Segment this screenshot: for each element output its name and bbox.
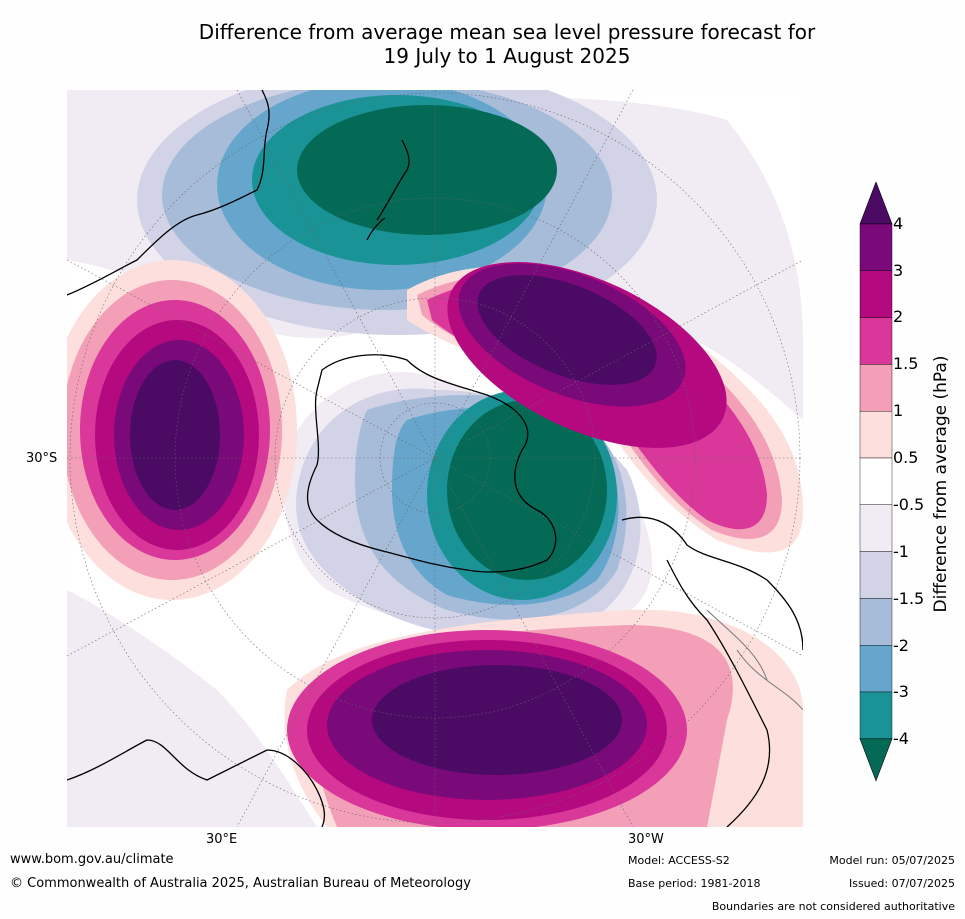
colorbar-tick-1: 1 (893, 401, 904, 420)
colorbar-segment (859, 504, 893, 552)
latitude-label-30s: 30°S (26, 451, 58, 466)
colorbar-segment (859, 270, 893, 318)
colorbar-tick-3: 3 (893, 261, 904, 280)
map-svg (67, 90, 803, 827)
colorbar-tick-4: 4 (893, 214, 904, 233)
colorbar-segment (859, 551, 893, 599)
colorbar-tick-neg-1-5: -1.5 (893, 589, 925, 608)
colorbar-segment (859, 410, 893, 459)
graticule (67, 90, 803, 827)
title-line-2: 19 July to 1 August 2025 (383, 44, 631, 68)
colorbar-tick-neg-1: -1 (893, 542, 909, 561)
colorbar-tick-1-5: 1.5 (893, 354, 919, 373)
footer-issued: Issued: 07/07/2025 (848, 877, 955, 890)
longitude-label-30w: 30°W (628, 832, 664, 847)
colorbar-segment (859, 364, 893, 412)
colorbar-tick-neg-4: -4 (893, 729, 909, 748)
footer-disclaimer: Boundaries are not considered authoritat… (711, 900, 955, 913)
colorbar-segment (859, 223, 893, 271)
colorbar (859, 182, 893, 782)
footer-base-period: Base period: 1981-2018 (628, 877, 761, 890)
longitude-label-30e: 30°E (206, 832, 238, 847)
colorbar-segment (859, 691, 893, 739)
colorbar-title: Difference from average (hPa) (931, 355, 951, 613)
footer-model-run: Model run: 05/07/2025 (829, 854, 955, 867)
antarctica-coastline (306, 354, 557, 573)
footer-copyright: © Commonwealth of Australia 2025, Austra… (10, 876, 471, 891)
title-line-1: Difference from average mean sea level p… (198, 20, 816, 44)
new-zealand-coastline (366, 139, 410, 241)
colorbar-tick-neg-2: -2 (893, 636, 909, 655)
colorbar-segment (859, 457, 893, 505)
footer-url[interactable]: www.bom.gov.au/climate (10, 852, 174, 867)
africa-coastline (67, 739, 326, 827)
colorbar-segment (859, 317, 893, 365)
colorbar-segment (859, 645, 893, 693)
colorbar-extend-bottom (859, 738, 893, 782)
australia-coastline (67, 90, 270, 296)
pressure-anomaly-map (67, 90, 803, 827)
colorbar-extend-top (859, 182, 893, 225)
map-title: Difference from average mean sea level p… (0, 20, 965, 68)
colorbar-tick-neg-0-5: -0.5 (893, 495, 925, 514)
colorbar-segment (859, 598, 893, 646)
south-america-coastline (621, 516, 803, 827)
colorbar-tick-2: 2 (893, 307, 904, 326)
footer-model: Model: ACCESS-S2 (628, 854, 730, 867)
colorbar-tick-neg-3: -3 (893, 682, 909, 701)
colorbar-tick-0-5: 0.5 (893, 448, 919, 467)
